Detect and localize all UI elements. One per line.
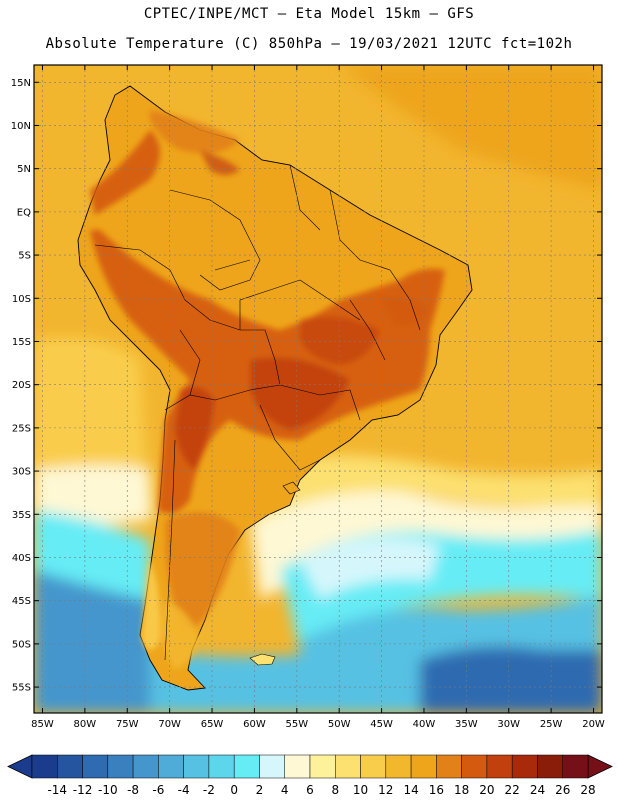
colorbar-label: 2 — [256, 783, 264, 797]
lon-label: 40W — [413, 719, 436, 730]
lat-label: 50S — [12, 639, 31, 650]
colorbar-swatch — [284, 754, 311, 779]
colorbar-swatch — [233, 754, 260, 779]
lon-label: 45W — [370, 719, 393, 730]
lat-label: 15S — [12, 337, 31, 348]
graticule — [34, 65, 602, 713]
colorbar-swatch — [208, 754, 235, 779]
country-borders — [94, 164, 421, 661]
colorbar-swatch — [562, 754, 589, 779]
yellow-band-atlantic — [240, 455, 602, 525]
colorbar-label: -4 — [178, 783, 190, 797]
colorbar-swatch — [132, 754, 159, 779]
colorbar-swatch — [57, 754, 83, 779]
colorbar-label: 24 — [530, 783, 545, 797]
lat-label: 45S — [12, 596, 31, 607]
lat-label: 10N — [11, 121, 31, 132]
lon-label: 85W — [31, 719, 54, 730]
lon-label: 30W — [497, 719, 520, 730]
colorbar-swatch — [183, 754, 210, 779]
deep-blue-atlantic — [420, 646, 602, 713]
colorbar-swatch — [31, 754, 58, 779]
colorbar-label: 26 — [555, 783, 570, 797]
colorbar-label: -8 — [127, 783, 139, 797]
colorbar-label: 28 — [580, 783, 595, 797]
lat-label: 15N — [11, 78, 31, 89]
lagoon — [282, 481, 301, 495]
axis-ticks — [34, 65, 602, 713]
colorbar-label: 6 — [306, 783, 314, 797]
colorbar-label: 4 — [281, 783, 289, 797]
warm-core-regions — [90, 110, 445, 670]
colorbar-swatch — [385, 754, 412, 779]
colorbar: -14 -12 -10 -8 -6 -4 -2 0 2 4 6 8 10 12 14 16 18 20 22 24 26… — [7, 754, 613, 797]
warm-band-east — [340, 65, 602, 190]
colorbar-swatch — [335, 754, 361, 779]
lat-label: 40S — [12, 553, 31, 564]
lon-label: 75W — [116, 719, 139, 730]
colorbar-swatch — [82, 754, 109, 779]
colorbar-under-arrow — [7, 754, 33, 779]
colorbar-swatch — [410, 754, 437, 779]
colorbar-swatch — [511, 754, 538, 779]
lon-label: 20W — [582, 719, 605, 730]
pale-band-atlantic — [250, 488, 602, 600]
south-ocean-blue — [150, 650, 320, 713]
lat-label: 25S — [12, 423, 31, 434]
lon-label: 70W — [158, 719, 181, 730]
blue-band-pacific — [34, 570, 160, 713]
colorbar-swatch — [259, 754, 285, 779]
lon-label: 25W — [540, 719, 563, 730]
colorbar-label: 10 — [353, 783, 368, 797]
lon-label: 50W — [328, 719, 351, 730]
colorbar-label: 22 — [505, 783, 520, 797]
colorbar-swatch — [436, 754, 462, 779]
colorbar-swatch — [107, 754, 134, 779]
lat-label: 30S — [12, 467, 31, 478]
colorbar-swatch — [158, 754, 184, 779]
title-line-1: CPTEC/INPE/MCT – Eta Model 15km – GFS — [143, 6, 475, 22]
lightcyan-band — [300, 537, 440, 600]
lat-label: 35S — [12, 510, 31, 521]
lat-label: 10S — [12, 294, 31, 305]
lat-label: EQ — [17, 207, 31, 218]
falkland-islands — [249, 653, 276, 666]
colorbar-label: -14 — [47, 783, 67, 797]
lat-label: 55S — [12, 683, 31, 694]
colorbar-swatch — [486, 754, 513, 779]
colorbar-swatch — [309, 754, 336, 779]
lon-label: 55W — [285, 719, 308, 730]
lat-label: 20S — [12, 380, 31, 391]
colorbar-label: 8 — [331, 783, 339, 797]
colorbar-label: 18 — [454, 783, 469, 797]
colorbar-swatch — [461, 754, 488, 779]
lat-label: 5S — [18, 251, 31, 262]
title-line-2: Absolute Temperature (C) 850hPa – 19/03/… — [45, 36, 573, 52]
colorbar-label: -10 — [98, 783, 118, 797]
lon-label: 65W — [201, 719, 224, 730]
colorbar-label: -6 — [152, 783, 164, 797]
colorbar-label: 14 — [403, 783, 418, 797]
colorbar-label: -12 — [73, 783, 93, 797]
axis-labels: 15N 10N 5N EQ 5S 10S 15S 20S 25S 30S 35S 40S 45S 50S 5… — [11, 78, 605, 730]
lat-label: 5N — [17, 164, 31, 175]
lon-label: 60W — [243, 719, 266, 730]
temperature-field — [34, 65, 602, 713]
colorbar-label: 0 — [230, 783, 238, 797]
colorbar-label: 16 — [429, 783, 444, 797]
pale-band-pacific — [34, 465, 152, 525]
cyan-band-pacific — [34, 510, 150, 600]
colorbar-label: 20 — [479, 783, 494, 797]
map-frame — [33, 64, 603, 714]
colorbar-swatch — [360, 754, 387, 779]
colorbar-label: 12 — [378, 783, 393, 797]
colorbar-label: -2 — [203, 783, 215, 797]
colorbar-over-arrow — [587, 754, 613, 779]
lon-label: 35W — [455, 719, 478, 730]
lon-label: 80W — [74, 719, 97, 730]
colorbar-swatch — [537, 754, 563, 779]
